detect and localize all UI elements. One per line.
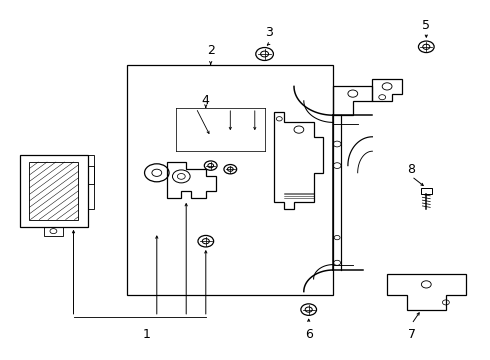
Text: 7: 7 [408, 328, 416, 341]
Text: 1: 1 [143, 328, 151, 341]
Bar [88, 166, 94, 209]
Text: 6: 6 [305, 328, 313, 341]
Bar [127, 65, 333, 295]
Bar [88, 155, 94, 184]
Bar [421, 188, 432, 194]
Text: 3: 3 [266, 26, 273, 39]
Text: 2: 2 [207, 44, 215, 57]
Text: 4: 4 [202, 94, 210, 107]
Text: 5: 5 [422, 19, 430, 32]
Bar [20, 155, 88, 227]
Bar [29, 162, 78, 220]
Bar [44, 227, 63, 236]
Text: 8: 8 [408, 163, 416, 176]
